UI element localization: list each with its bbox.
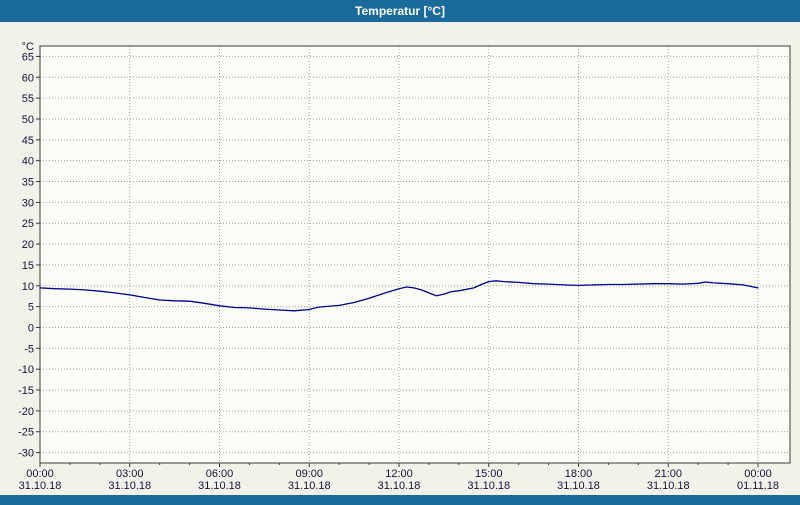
x-tick-date-label: 31.10.18 <box>108 480 151 490</box>
x-tick-date-label: 31.10.18 <box>19 480 62 490</box>
y-tick-label: -10 <box>18 364 34 376</box>
x-tick-time-label: 09:00 <box>295 468 323 480</box>
y-tick-label: -25 <box>18 427 34 439</box>
y-tick-label: 65 <box>22 51 34 63</box>
chart-area: 65 60 55 50 45 40 35 30 25 20 15 10 5 0 -5 -10 -15 -20 -25… <box>0 22 800 495</box>
y-tick-label: 15 <box>22 260 34 272</box>
x-tick-date-label: 01.11.18 <box>737 480 779 490</box>
y-tick-label: 5 <box>28 302 34 314</box>
y-tick-label: 30 <box>22 197 34 209</box>
window-title: Temperatur [°C] <box>355 4 445 18</box>
y-tick-label: 45 <box>22 135 34 147</box>
x-tick-time-label: 12:00 <box>385 468 413 480</box>
x-tick-date-label: 31.10.18 <box>647 480 690 490</box>
y-tick-label: -30 <box>18 448 34 460</box>
y-tick-label: 35 <box>22 177 34 189</box>
x-tick-date-label: 31.10.18 <box>378 480 421 490</box>
x-tick-date-label: 31.10.18 <box>288 480 331 490</box>
y-tick-label: -15 <box>18 385 34 397</box>
y-tick-label: 0 <box>28 322 34 334</box>
y-tick-label: -5 <box>24 343 34 355</box>
y-tick-label: -20 <box>18 406 34 418</box>
x-tick-time-label: 06:00 <box>206 468 234 480</box>
x-tick-date-label: 31.10.18 <box>557 480 600 490</box>
x-tick-time-label: 21:00 <box>654 468 682 480</box>
x-tick-time-label: 00:00 <box>744 468 772 480</box>
temperature-chart: 65605550454035302520151050-5-10-15-20-25… <box>18 41 791 492</box>
y-tick-label: 10 <box>22 281 34 293</box>
x-tick-date-label: 31.10.18 <box>198 480 241 490</box>
y-tick-label: 60 <box>22 72 34 84</box>
plot-area <box>40 46 790 463</box>
window-title-bar[interactable]: Temperatur [°C] <box>0 0 800 22</box>
y-tick-label: 25 <box>22 218 34 230</box>
plot-frame <box>39 45 791 464</box>
y-tick-label: 40 <box>22 156 34 168</box>
x-tick-time-label: 00:00 <box>26 468 54 480</box>
x-tick-time-label: 15:00 <box>475 468 503 480</box>
x-tick-time-label: 03:00 <box>116 468 144 480</box>
bottom-strip <box>0 495 800 505</box>
temperature-line <box>39 280 759 312</box>
y-tick-label: 20 <box>22 239 34 251</box>
x-tick-date-label: 31.10.18 <box>467 480 510 490</box>
y-tick-label: 55 <box>22 93 34 105</box>
y-tick-label: 50 <box>22 114 34 126</box>
y-axis-unit-label: °C <box>22 41 34 53</box>
x-tick-time-label: 18:00 <box>565 468 593 480</box>
